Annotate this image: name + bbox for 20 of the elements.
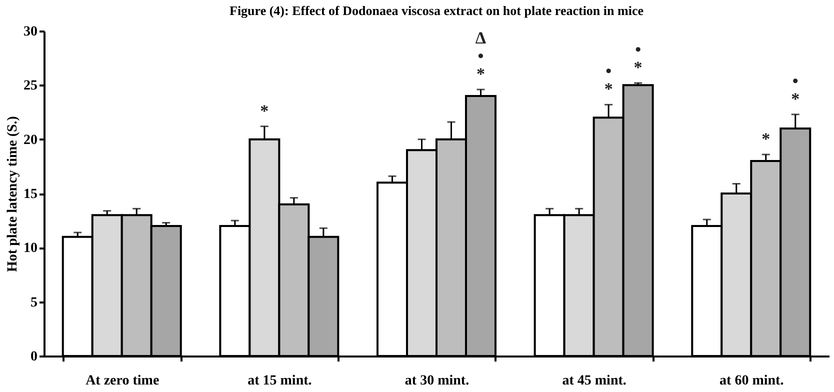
data-label: *	[762, 130, 770, 148]
x-tick-label: at 60 mint.	[720, 374, 784, 388]
text: • *	[634, 40, 642, 77]
text: • *	[604, 62, 613, 99]
x-tick-label: At zero time	[86, 374, 160, 388]
y-tick-label: 15	[24, 187, 38, 202]
x-tick-label: at 45 mint.	[562, 374, 626, 388]
x-tick-label: at 30 mint.	[404, 374, 470, 388]
x-tick-label: at 15 mint.	[248, 374, 312, 388]
y-tick-label: 0	[30, 350, 38, 364]
y-tick-label: 20	[24, 132, 38, 148]
y-tick-label: 25	[24, 78, 38, 94]
data-label: *	[260, 101, 269, 120]
y-axis-title: Hot plate latency time (S.)	[6, 116, 20, 272]
chart-title: Figure (4): Effect of Dodonaea viscosa extract on hot plate reaction in mice	[230, 3, 644, 18]
text: Δ • *	[475, 28, 486, 84]
text: • *	[791, 71, 800, 108]
y-tick-label: 10	[24, 241, 38, 256]
y-tick-label: 5	[30, 295, 38, 310]
y-tick-label: 30	[24, 24, 38, 40]
